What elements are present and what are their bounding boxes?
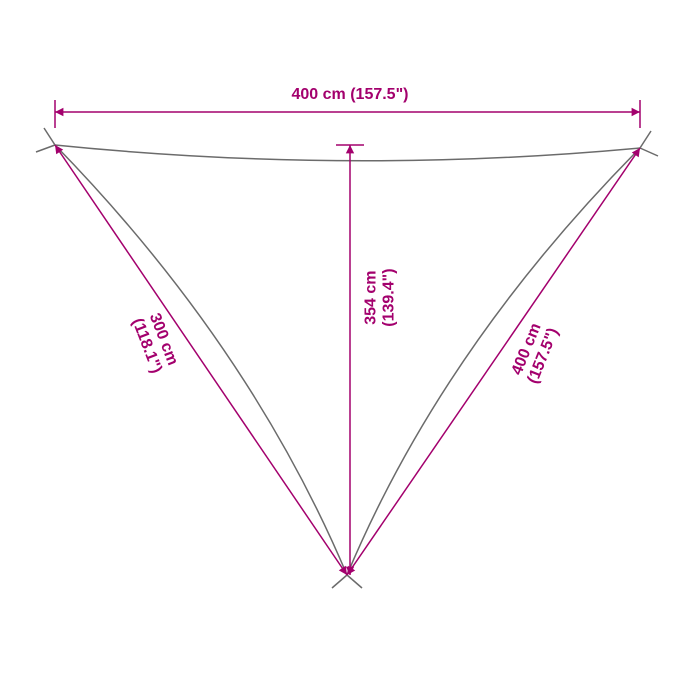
dim-left: [55, 145, 347, 575]
label-top: 400 cm (157.5"): [0, 86, 700, 104]
dim-top: [55, 100, 640, 128]
label-height: 354 cm (139.4"): [362, 238, 397, 358]
sail-top-edge: [55, 145, 640, 161]
dim-height: [336, 145, 364, 575]
diagram-svg: [0, 0, 700, 700]
label-height-a: 354 cm: [362, 238, 380, 358]
dimension-diagram: 400 cm (157.5") 354 cm (139.4") 300 cm (…: [0, 0, 700, 700]
dim-right: [347, 148, 640, 575]
label-height-b: (139.4"): [380, 238, 398, 358]
corner-ticks: [36, 128, 658, 588]
